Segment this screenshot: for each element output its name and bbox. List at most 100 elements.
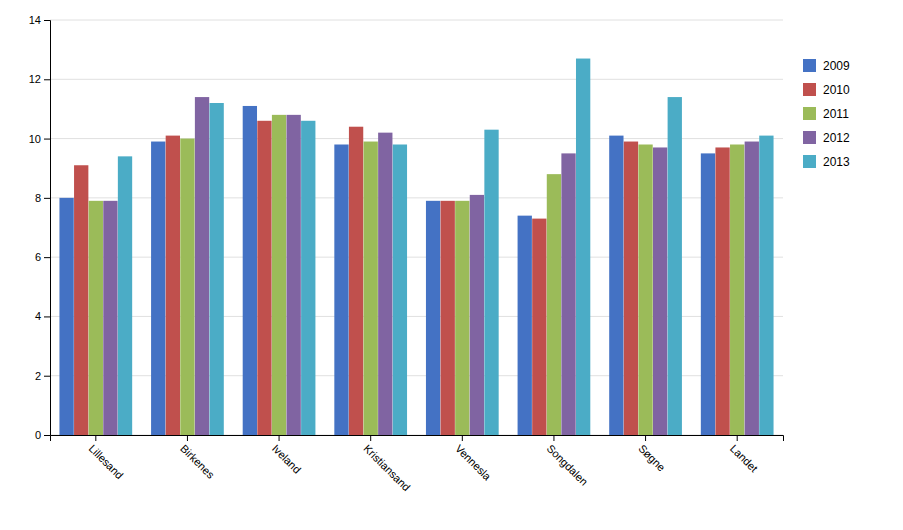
tick-mark [44,139,50,140]
tick: Songdalen [545,435,591,488]
tick-mark [553,435,554,441]
legend-item: 2013 [803,155,850,169]
legend-label: 2012 [823,131,850,145]
legend-label: 2010 [823,83,850,97]
bar [89,201,103,435]
bar [287,115,301,435]
tick-mark [44,20,50,21]
legend-item: 2011 [803,107,849,121]
bar [166,136,180,435]
legend-item: 2009 [803,59,850,73]
tick: Vennesla [453,435,494,483]
tick-label: 12 [29,73,41,85]
tick-label: 2 [35,370,41,382]
tick: 6 [35,251,50,263]
bar [638,145,652,436]
bar-series [118,59,774,435]
tick-label: Vennesla [453,442,494,483]
tick-mark [370,435,371,441]
bar [484,130,498,435]
bar [257,121,271,435]
bar [455,201,469,435]
tick-mark [95,435,96,441]
grid-line [50,79,783,80]
bar [518,216,532,435]
tick-label: Birkenes [178,442,217,481]
tick-mark [737,435,738,441]
bar [301,121,315,435]
tick-mark [44,435,50,436]
bar [272,115,286,435]
tick-mark [44,376,50,377]
bar [243,106,257,435]
bar [653,147,667,435]
tick-label: 8 [35,192,41,204]
legend-swatch [803,83,816,96]
tick-label: Kristiansand [361,442,412,493]
bar [470,195,484,435]
bar [668,97,682,435]
tick-mark [187,435,188,441]
tick-label: 4 [35,310,41,322]
bar [624,142,638,435]
tick-label: Lillesand [86,442,125,481]
bar [426,201,440,435]
tick: 14 [29,14,50,26]
tick-label: Søgne [636,442,667,473]
tick: 4 [35,310,50,322]
bar [730,145,744,436]
legend: 2009 2010 2011 2012 2013 [803,59,850,169]
bar [349,127,363,435]
tick: Kristiansand [361,435,412,493]
bar-series [103,97,759,435]
tick-label: Songdalen [545,442,591,488]
bar [745,142,759,435]
legend-swatch [803,155,816,168]
tick-mark [44,316,50,317]
legend-swatch [803,107,816,120]
tick-mark [44,257,50,258]
tick: Iveland [270,435,304,476]
tick-mark [279,435,280,441]
axis-line [51,436,784,442]
tick-label: 6 [35,251,41,263]
grid [50,20,783,435]
bar [59,198,73,435]
legend-swatch [803,131,816,144]
bar [576,59,590,435]
axis-line [44,21,51,436]
bar [195,97,209,435]
bar [74,165,88,435]
tick: Birkenes [178,435,217,481]
bar-series [89,115,745,435]
legend-item: 2010 [803,83,850,97]
tick-mark [645,435,646,441]
grid-line [50,20,783,21]
tick-mark [44,198,50,199]
bar [759,136,773,435]
bar [609,136,623,435]
tick: 12 [29,73,50,85]
bar [547,174,561,435]
bar-series [59,106,715,435]
tick: 0 [35,429,50,441]
bar-series [74,121,730,435]
tick: Søgne [636,435,667,473]
bar [701,153,715,435]
bar [209,103,223,435]
legend-label: 2011 [823,107,849,121]
bar [151,142,165,435]
bar [393,145,407,436]
bar [334,145,348,436]
tick: 2 [35,370,50,382]
bar [715,147,729,435]
tick: Lillesand [86,435,125,481]
tick-label: 0 [35,429,41,441]
x-axis: Lillesand Birkenes Iveland Kristiansand Venn… [51,435,784,493]
bar [532,219,546,435]
tick-mark [462,435,463,441]
chart: 02468101214LillesandBirkenesIvelandKrist… [0,0,903,530]
bar [561,153,575,435]
bar [180,139,194,435]
tick-label: Iveland [270,442,304,476]
